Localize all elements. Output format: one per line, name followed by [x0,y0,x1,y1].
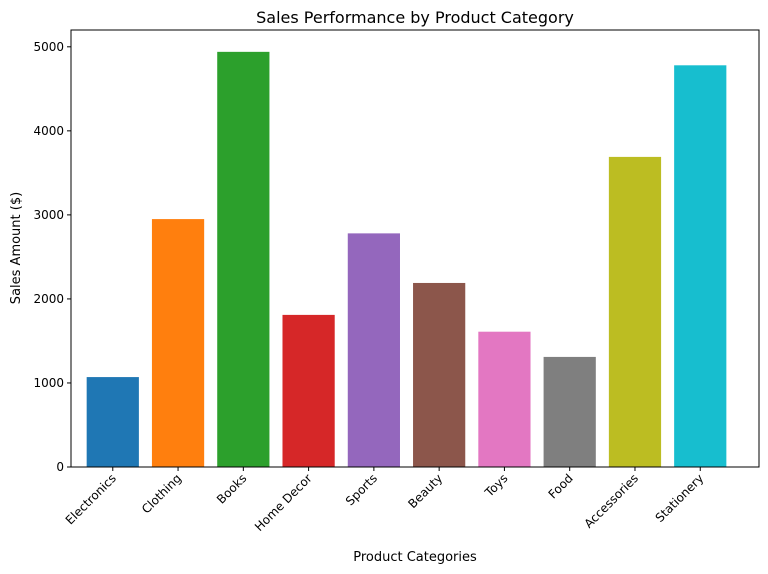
bar-home-decor [282,314,335,467]
y-axis-label: Sales Amount ($) [9,192,24,304]
y-tick-label: 0 [56,460,64,474]
x-tick-label: Food [546,471,576,501]
bar-stationery [674,65,727,468]
x-tick-label: Home Decor [252,471,315,534]
x-tick-label: Toys [482,471,511,500]
bar-sports [347,233,400,467]
x-tick-label: Books [214,471,249,506]
x-tick-label: Sports [343,471,380,508]
y-tick-label: 2000 [33,292,64,306]
x-tick-label: Electronics [63,471,119,527]
bar-accessories [608,156,662,467]
bar-food [543,356,596,467]
bar-clothing [151,219,205,467]
x-tick-label: Clothing [139,471,184,516]
plot-area: Electronics Clothing Books Home Decor Sports… [33,40,727,534]
plot-frame [70,29,760,468]
y-tick-label: 3000 [33,208,64,222]
x-tick-label: Stationery [653,471,707,525]
chart-title: Sales Performance by Product Category [256,8,574,27]
x-axis-label: Product Categories [353,550,477,565]
bar-books [217,51,270,467]
bar-toys [478,331,531,467]
y-tick-label: 5000 [33,40,64,54]
bar-beauty [413,282,466,467]
x-tick-label: Beauty [405,471,445,511]
x-tick-label: Accessories [581,471,641,531]
y-tick-label: 1000 [33,376,64,390]
y-tick-label: 4000 [33,124,64,138]
bar-electronics [86,377,139,467]
